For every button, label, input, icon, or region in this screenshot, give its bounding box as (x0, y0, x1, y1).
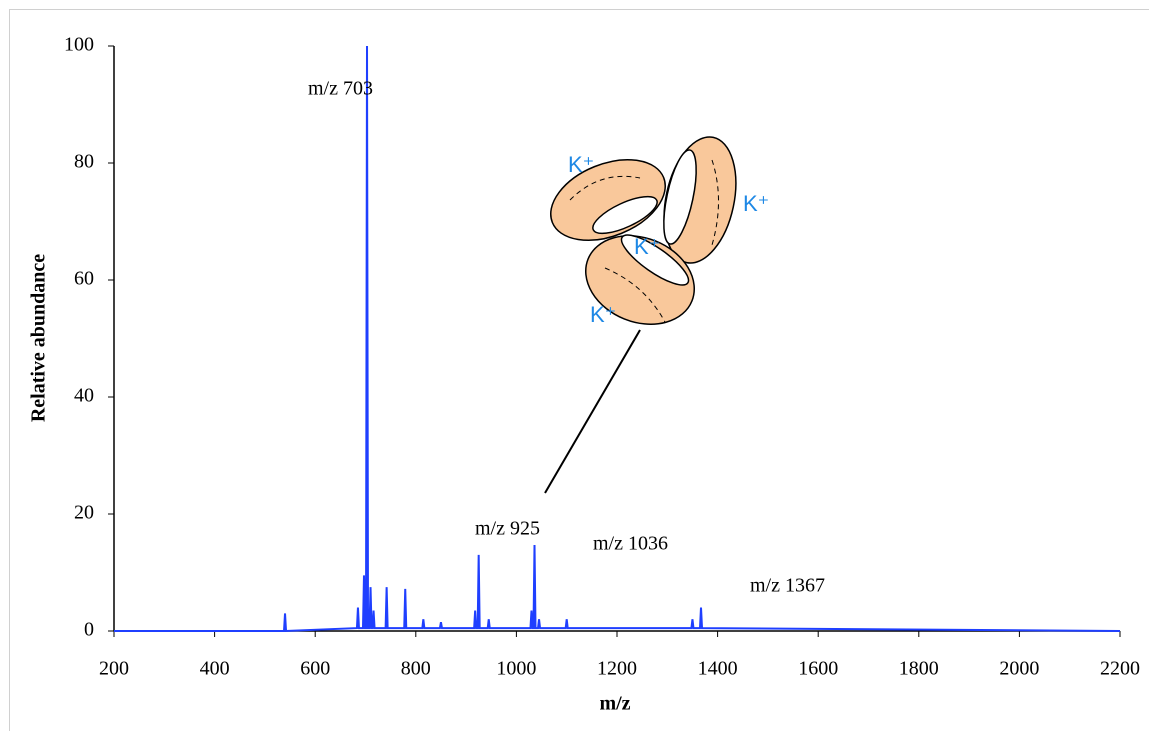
pointer-line (544, 329, 641, 494)
x-tick-label: 2200 (1100, 658, 1140, 680)
x-tick-label: 200 (99, 658, 129, 680)
x-tick-label: 600 (300, 658, 330, 680)
y-tick-label: 100 (64, 34, 94, 56)
crown-hole (620, 234, 690, 286)
peak-annotation: m/z 1036 (593, 533, 668, 555)
x-tick-label: 800 (401, 658, 431, 680)
peak-annotation: m/z 703 (308, 78, 373, 100)
diagram-label: K⁺ (743, 191, 769, 216)
y-tick-label: 20 (74, 502, 94, 524)
diagram (544, 136, 737, 494)
y-tick-label: 80 (74, 151, 94, 173)
x-tick-label: 1600 (798, 658, 838, 680)
y-tick-label: 40 (74, 385, 94, 407)
x-tick-label: 1200 (597, 658, 637, 680)
x-tick-label: 2000 (999, 658, 1039, 680)
crown-dash (569, 175, 641, 201)
diagram-label: K⁺ (590, 302, 616, 327)
y-tick-label: 60 (74, 268, 94, 290)
crown-dash (604, 267, 666, 323)
x-tick-label: 400 (200, 658, 230, 680)
crown-hole (663, 149, 697, 245)
x-axis-label: m/z (599, 693, 630, 715)
diagram-label: K⁺ (634, 234, 660, 259)
frame (9, 9, 1149, 731)
x-tick-label: 1000 (496, 658, 536, 680)
x-tick-label: 1800 (899, 658, 939, 680)
crown-hole (592, 195, 658, 235)
y-axis-label: Relative abundance (28, 254, 50, 422)
spectrum-line (114, 45, 1121, 633)
y-tick-label: 0 (84, 619, 94, 641)
peak-annotation: m/z 1367 (750, 575, 825, 597)
x-tick-label: 1400 (698, 658, 738, 680)
peak-annotation: m/z 925 (475, 518, 540, 540)
diagram-label: K⁺ (568, 152, 594, 177)
